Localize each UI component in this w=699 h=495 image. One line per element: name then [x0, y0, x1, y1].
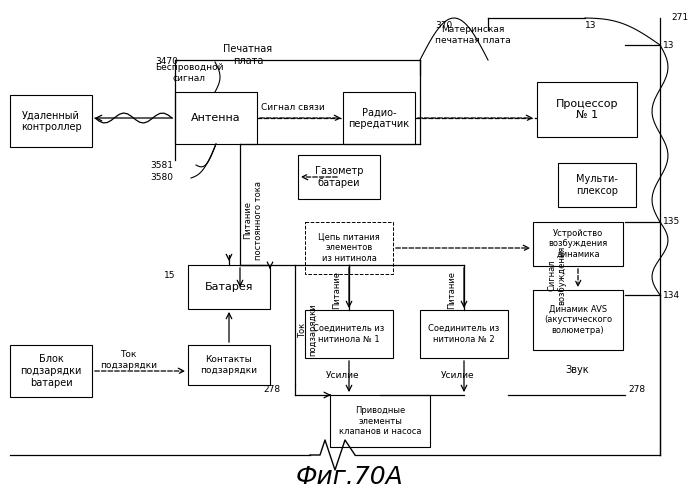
Text: 3581: 3581 [150, 160, 173, 169]
Bar [343, 92, 415, 144]
Text: Мульти-
плексор: Мульти- плексор [576, 174, 618, 196]
Bar [175, 92, 257, 144]
Text: Материнская
печатная плата: Материнская печатная плата [435, 25, 511, 45]
Text: 370: 370 [435, 20, 452, 30]
Bar [188, 265, 270, 309]
Text: Динамик AVS
(акустического
волюметра): Динамик AVS (акустического волюметра) [544, 305, 612, 335]
Text: Соединитель из
нитинола № 2: Соединитель из нитинола № 2 [428, 324, 500, 344]
Text: Питание: Питание [333, 271, 342, 309]
Text: Сигнал
возбуждения: Сигнал возбуждения [547, 246, 567, 304]
Text: Цепь питания
элементов
из нитинола: Цепь питания элементов из нитинола [318, 233, 380, 263]
Text: Блок
подзарядки
bатареи: Блок подзарядки bатареи [20, 354, 82, 388]
Bar [533, 290, 623, 350]
Bar [188, 345, 270, 385]
Bar [537, 82, 637, 137]
Bar [10, 345, 92, 397]
Text: Фиг.70А: Фиг.70А [296, 465, 403, 489]
Bar [305, 222, 393, 274]
Text: Газометр
батареи: Газометр батареи [315, 166, 363, 188]
Text: Радио-
передатчик: Радио- передатчик [348, 107, 410, 129]
Text: Соединитель из
нитинола № 1: Соединитель из нитинола № 1 [313, 324, 384, 344]
Text: Звук: Звук [565, 365, 589, 375]
Text: Контакты
подзарядки: Контакты подзарядки [201, 355, 257, 375]
Bar [10, 95, 92, 147]
Text: Питание: Питание [447, 271, 456, 309]
Text: 134: 134 [663, 291, 680, 299]
Bar [298, 155, 380, 199]
Text: Удаленный
контроллер: Удаленный контроллер [21, 110, 81, 132]
Bar [305, 310, 393, 358]
Text: 278: 278 [628, 386, 645, 395]
Text: 13: 13 [585, 20, 596, 30]
Text: Усилие: Усилие [441, 370, 475, 380]
Bar [533, 222, 623, 266]
Bar [558, 163, 636, 207]
Text: 3470: 3470 [155, 57, 178, 66]
Text: 13: 13 [663, 41, 675, 50]
Text: 271: 271 [671, 13, 688, 22]
Text: Устройство
возбуждения
динамика: Устройство возбуждения динамика [549, 229, 607, 259]
Bar [420, 310, 508, 358]
Text: Сигнал связи: Сигнал связи [261, 103, 325, 112]
Text: Приводные
элементы
клапанов и насоса: Приводные элементы клапанов и насоса [339, 406, 421, 436]
Text: Ток
подзарядки: Ток подзарядки [100, 350, 157, 370]
Text: 135: 135 [663, 217, 680, 227]
Text: Процессор
№ 1: Процессор № 1 [556, 99, 618, 120]
Text: Питание
постоянного тока: Питание постоянного тока [243, 181, 263, 259]
Text: Беспроводной
сигнал: Беспроводной сигнал [155, 63, 224, 83]
Text: Ток
подзарядки: Ток подзарядки [298, 304, 318, 356]
Text: 15: 15 [164, 270, 175, 280]
Text: Усилие: Усилие [326, 370, 359, 380]
Text: 3580: 3580 [150, 174, 173, 183]
Text: Антенна: Антенна [192, 113, 241, 123]
Text: Батарея: Батарея [205, 282, 253, 292]
Bar [330, 395, 430, 447]
Text: 278: 278 [263, 386, 280, 395]
Text: Печатная
плата: Печатная плата [224, 44, 273, 66]
